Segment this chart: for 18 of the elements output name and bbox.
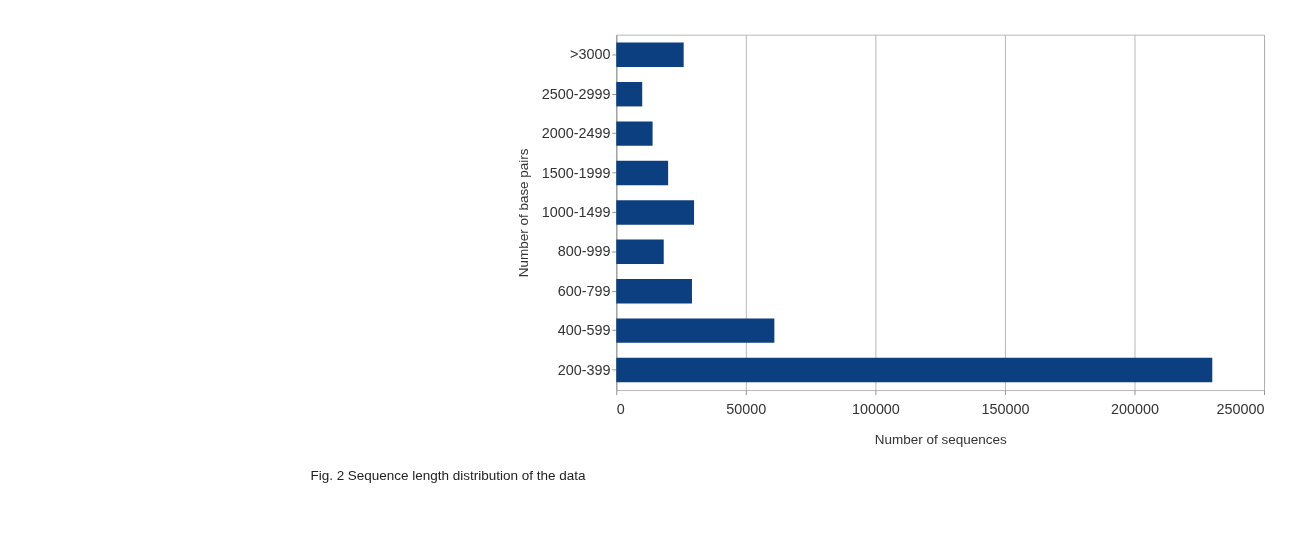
x-tick-label: 250000	[1216, 400, 1265, 417]
x-tick-label: 100000	[851, 400, 900, 417]
caption: Fig. 2 Sequence length distribution of the data	[310, 468, 587, 484]
x-tick-label: 50000	[726, 400, 767, 417]
x-tick-label: 200000	[1111, 400, 1159, 417]
y-tick-label: 1500-1999	[541, 164, 611, 181]
y-tick-label: 800-999	[557, 243, 611, 260]
x-axis-title: Number of sequences	[874, 431, 1007, 447]
y-tick-label: 200-399	[557, 361, 611, 378]
y-tick-label: 400-599	[557, 322, 611, 339]
y-axis-title: Number of base pairs	[516, 148, 532, 278]
y-tick-label: 1000-1499	[541, 203, 611, 220]
x-tick-label: 0	[616, 400, 625, 417]
y-tick-label: 600-799	[557, 282, 611, 299]
y-tick-label: 2000-2499	[541, 125, 611, 142]
y-tick-label: 2500-2999	[541, 85, 611, 102]
x-tick-label: 150000	[981, 400, 1030, 417]
y-tick-label: >3000	[570, 46, 611, 63]
